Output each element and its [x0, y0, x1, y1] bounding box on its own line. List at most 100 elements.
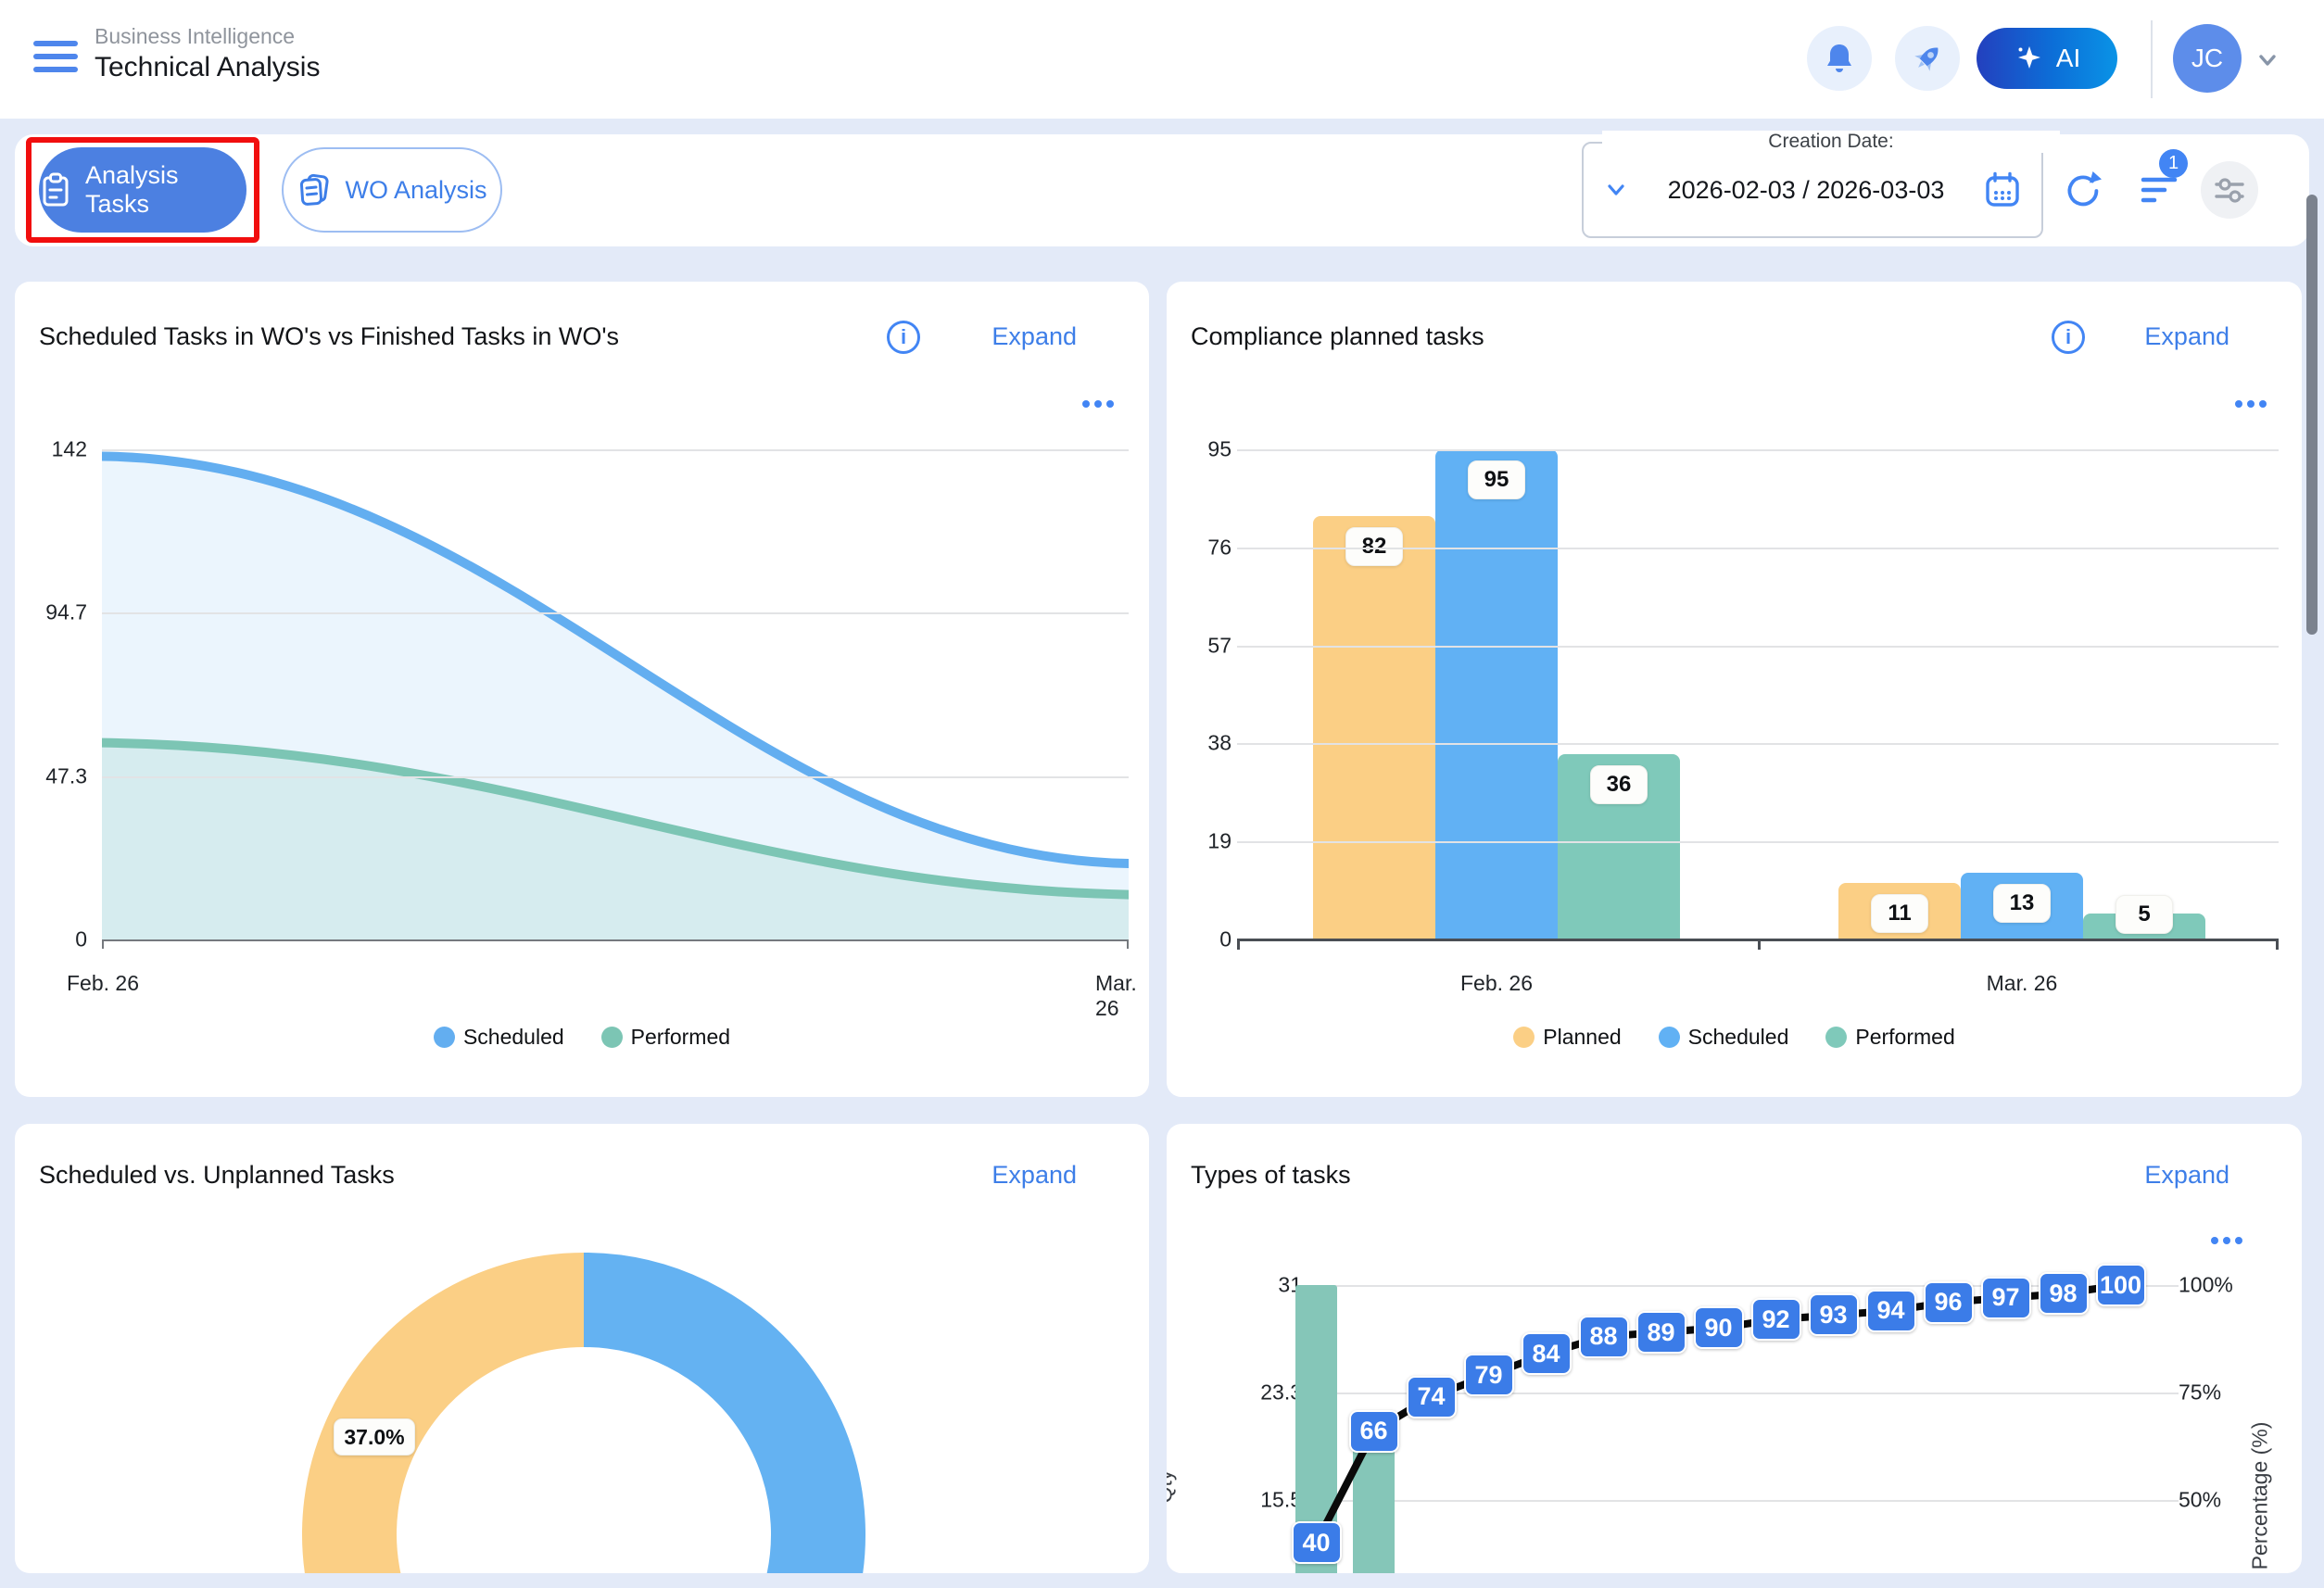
cumulative-pct-label: 40 — [1292, 1521, 1342, 1564]
chart-legend: Planned Scheduled Performed — [1167, 1025, 2302, 1050]
legend-dot — [1513, 1027, 1535, 1048]
y-tick-label: 95 — [1167, 437, 1231, 462]
axis-tick — [102, 939, 104, 949]
tab-label: WO Analysis — [345, 176, 486, 205]
chevron-down-icon[interactable] — [2254, 46, 2281, 74]
sparkle-icon — [2014, 44, 2043, 73]
header-divider — [2151, 20, 2153, 98]
legend-item: Performed — [601, 1025, 730, 1050]
x-tick-label: Mar. 26 — [1966, 971, 2078, 996]
tab-label: Analysis Tasks — [85, 161, 246, 219]
card-scheduled-vs-unplanned: Scheduled vs. Unplanned Tasks Expand 37.… — [15, 1124, 1149, 1573]
notifications-button[interactable] — [1807, 26, 1872, 91]
axis-tick — [1237, 939, 1240, 950]
work-order-icon — [297, 171, 332, 208]
gridline — [102, 939, 1129, 941]
filters-toolbar: Analysis Tasks WO Analysis Creation Date… — [15, 134, 2309, 246]
ai-assistant-button[interactable]: AI — [1977, 28, 2117, 89]
y-tick-label: 15.5 — [1246, 1488, 1302, 1513]
date-range-value[interactable]: 2026-02-03 / 2026-03-03 — [1643, 176, 1969, 205]
legend-item: Scheduled — [1659, 1025, 1789, 1050]
bar-value-label: 11 — [1871, 894, 1928, 933]
y-tick-label: 19 — [1167, 829, 1231, 854]
y-tick-label: 31 — [1246, 1273, 1302, 1298]
legend-dot — [434, 1027, 455, 1048]
y-tick-label: 38 — [1167, 731, 1231, 756]
info-icon[interactable]: i — [2052, 321, 2085, 354]
gridline — [102, 449, 1129, 451]
legend-label: Performed — [1855, 1025, 1954, 1050]
gridline — [102, 776, 1129, 778]
settings-button[interactable] — [2201, 161, 2258, 219]
x-tick-label: Feb. 26 — [1441, 971, 1552, 996]
legend-dot — [601, 1027, 623, 1048]
calendar-icon[interactable] — [1984, 170, 2021, 209]
chart-legend: Scheduled Performed — [15, 1025, 1149, 1050]
cumulative-pct-label: 90 — [1694, 1306, 1744, 1349]
expand-button[interactable]: Expand — [991, 322, 1077, 351]
scrollbar-thumb[interactable] — [2306, 195, 2318, 635]
sliders-icon — [2213, 173, 2246, 207]
x-tick-label: Feb. 26 — [67, 971, 139, 996]
gridline — [1237, 646, 2279, 648]
info-icon[interactable]: i — [887, 321, 920, 354]
pie-slice-label: 37.0% — [334, 1418, 415, 1456]
more-options-icon[interactable] — [2235, 400, 2267, 408]
y-axis-title: Qty — [1167, 1470, 1177, 1504]
bar-value-label: 13 — [1993, 884, 2051, 923]
cumulative-pct-label: 96 — [1924, 1281, 1974, 1324]
creation-date-field[interactable]: Creation Date: 2026-02-03 / 2026-03-03 — [1582, 142, 2043, 238]
legend-label: Scheduled — [1688, 1025, 1789, 1050]
cumulative-pct-label: 97 — [1981, 1277, 2031, 1319]
y2-tick-label: 100% — [2179, 1273, 2253, 1298]
whats-new-button[interactable] — [1895, 26, 1960, 91]
breadcrumb: Business Intelligence — [95, 24, 295, 49]
cumulative-pct-label: 98 — [2039, 1272, 2089, 1315]
tab-analysis-tasks[interactable]: Analysis Tasks — [39, 147, 246, 233]
x-tick-label: Mar. 26 — [1095, 971, 1149, 1021]
ai-button-label: AI — [2056, 44, 2080, 73]
bar-value-label: 5 — [2116, 895, 2173, 934]
y2-tick-label: 50% — [2179, 1488, 2253, 1513]
card-title: Scheduled Tasks in WO's vs Finished Task… — [39, 322, 619, 351]
avatar[interactable]: JC — [2173, 24, 2242, 93]
y-tick-label: 142 — [15, 437, 87, 462]
filter-count-badge: 1 — [2159, 149, 2188, 178]
bar-value-label: 95 — [1468, 460, 1525, 499]
more-options-icon[interactable] — [1082, 400, 1114, 408]
axis-tick — [1758, 939, 1761, 950]
legend-label: Planned — [1543, 1025, 1621, 1050]
gridline — [1237, 449, 2279, 451]
legend-label: Scheduled — [463, 1025, 564, 1050]
reset-icon[interactable] — [2061, 168, 2105, 212]
card-types-of-tasks: Types of tasks Expand Qty Percentage (%)… — [1167, 1124, 2302, 1573]
card-compliance-planned-tasks: Compliance planned tasks i Expand 829536… — [1167, 282, 2302, 1097]
pareto-bar — [1353, 1438, 1395, 1573]
legend-item: Planned — [1513, 1025, 1621, 1050]
legend-item: Scheduled — [434, 1025, 564, 1050]
y-tick-label: 47.3 — [15, 764, 87, 789]
more-options-icon[interactable] — [2211, 1237, 2242, 1244]
chevron-down-icon[interactable] — [1604, 178, 1628, 202]
y-tick-label: 0 — [15, 927, 87, 952]
y-tick-label: 76 — [1167, 535, 1231, 560]
legend-label: Performed — [631, 1025, 730, 1050]
tab-wo-analysis[interactable]: WO Analysis — [282, 147, 502, 233]
expand-button[interactable]: Expand — [2144, 322, 2229, 351]
filter-icon[interactable] — [2139, 173, 2181, 210]
cumulative-pct-label: 89 — [1636, 1311, 1686, 1354]
axis-tick — [1127, 939, 1129, 949]
bar-planned — [1313, 516, 1435, 939]
menu-icon[interactable] — [33, 41, 78, 76]
cumulative-pct-label: 88 — [1579, 1316, 1629, 1358]
card-scheduled-vs-finished: Scheduled Tasks in WO's vs Finished Task… — [15, 282, 1149, 1097]
y-tick-label: 23.3 — [1246, 1380, 1302, 1405]
legend-dot — [1825, 1027, 1847, 1048]
cumulative-pct-label: 74 — [1407, 1376, 1457, 1418]
page-title: Technical Analysis — [95, 52, 320, 83]
bar-chart-plot: 82953611135 — [1237, 449, 2279, 939]
cumulative-pct-label: 93 — [1809, 1293, 1859, 1336]
expand-button[interactable]: Expand — [2144, 1161, 2229, 1190]
cumulative-pct-label: 92 — [1751, 1298, 1801, 1341]
bar-scheduled — [1435, 449, 1558, 939]
